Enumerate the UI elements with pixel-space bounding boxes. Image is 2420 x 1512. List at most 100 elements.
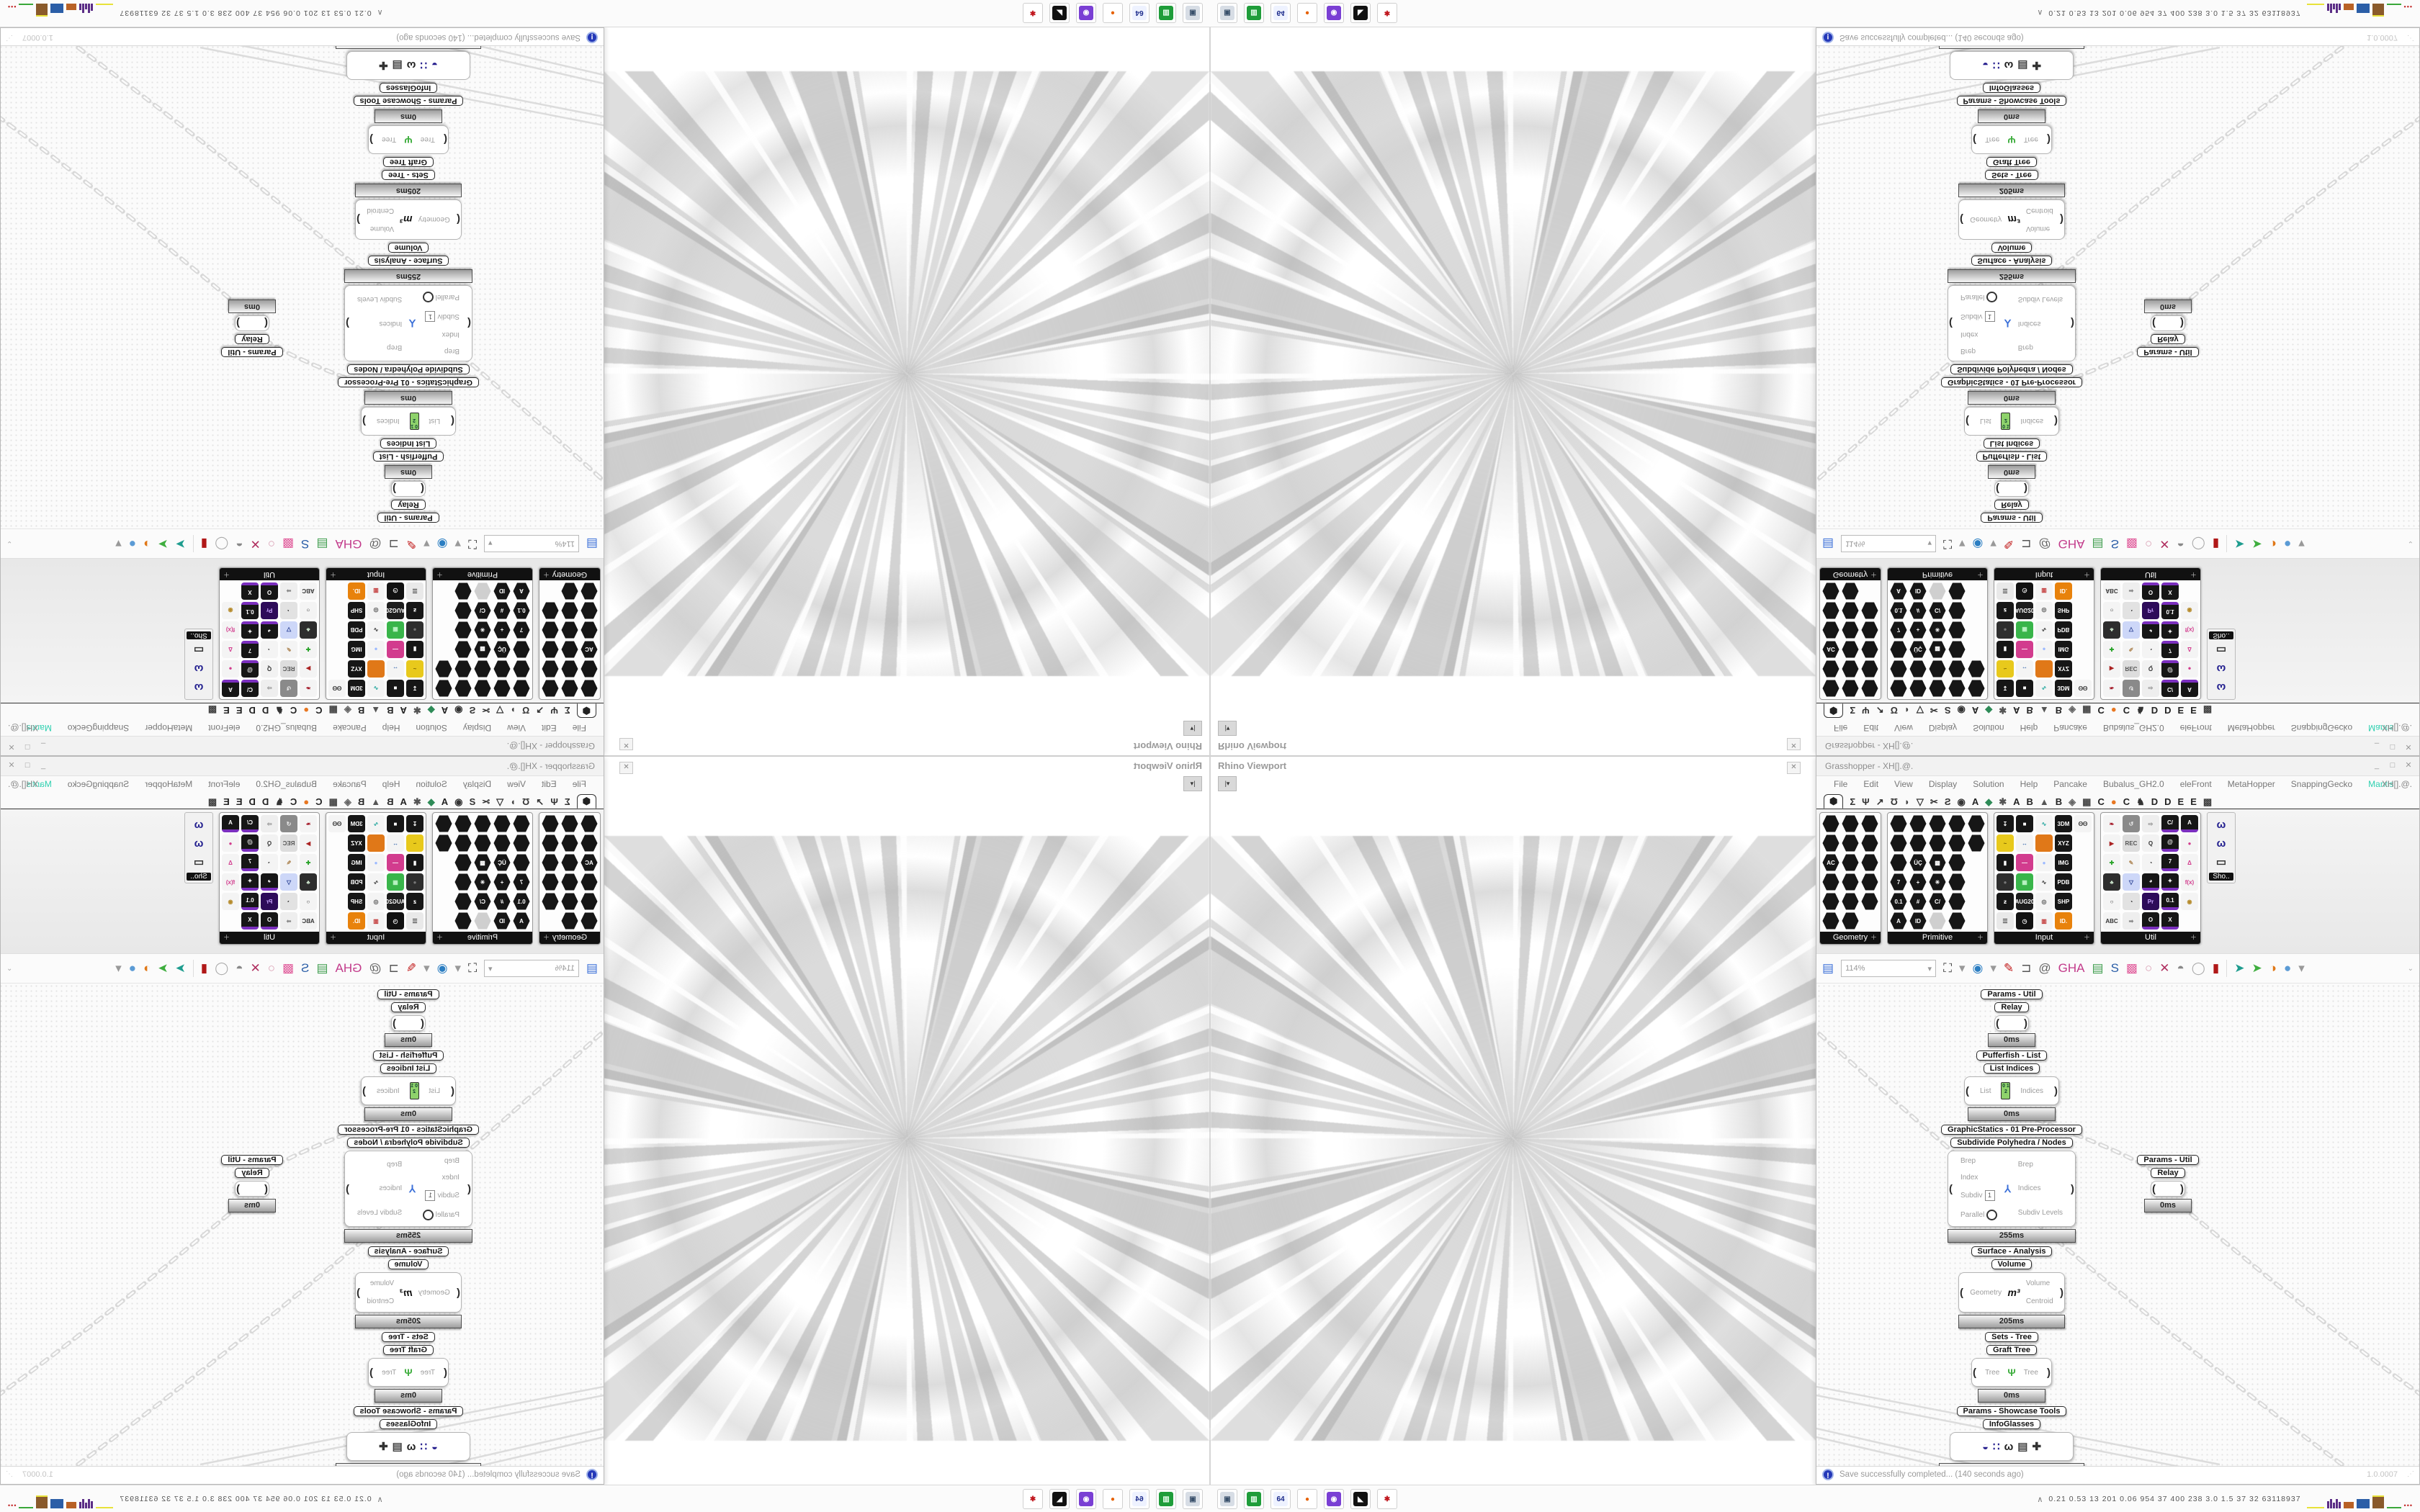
component-icon[interactable] bbox=[1948, 834, 1966, 852]
component-icon[interactable] bbox=[581, 582, 598, 600]
component-icon[interactable]: ↺ bbox=[2123, 680, 2140, 697]
component-icon[interactable]: AC bbox=[581, 854, 598, 871]
component-icon[interactable]: SHP bbox=[2055, 893, 2072, 910]
owl-app-icon[interactable]: ◉ bbox=[1076, 1489, 1096, 1509]
component-icon[interactable]: ✳ bbox=[1929, 873, 1946, 891]
input-param[interactable]: Parallel bbox=[422, 292, 460, 302]
output-param[interactable]: Centroid bbox=[367, 1297, 395, 1305]
component-icon[interactable] bbox=[1842, 912, 1859, 930]
component-icon[interactable]: ▶ bbox=[2103, 660, 2120, 678]
menu-item-snappinggecko[interactable]: SnappingGecko bbox=[2290, 779, 2353, 789]
component-node[interactable]: (Tree Ψ Tree) bbox=[1971, 1358, 2052, 1387]
component-icon[interactable]: ■ bbox=[2016, 680, 2033, 697]
zoom-level-input[interactable]: 114% ▾ bbox=[1841, 960, 1937, 977]
component-node[interactable]: (List 0 1 2 Indices) bbox=[361, 407, 456, 436]
component-icon[interactable]: ❧ bbox=[300, 680, 317, 697]
component-icon[interactable] bbox=[1909, 834, 1927, 852]
tab-glyph-9[interactable]: ◉ bbox=[454, 705, 463, 716]
pin-green-icon[interactable]: ➤ bbox=[2251, 961, 2262, 975]
component-icon[interactable]: XYZ bbox=[2055, 834, 2072, 852]
component-icon[interactable] bbox=[581, 660, 598, 678]
tab-glyph-14[interactable]: B bbox=[2026, 796, 2033, 807]
sketch-pen-icon[interactable]: ✎ bbox=[405, 537, 417, 551]
component-icon[interactable] bbox=[474, 582, 491, 600]
component-icon[interactable] bbox=[1968, 680, 1985, 697]
tab-glyph-20[interactable]: ● bbox=[2110, 796, 2117, 807]
component-icon[interactable] bbox=[561, 582, 578, 600]
grasshopper-canvas[interactable]: Params - Util Relay() 0ms Pufferfish - List… bbox=[1816, 984, 2419, 1473]
tab-glyph-19[interactable]: C bbox=[315, 705, 323, 716]
component-icon[interactable]: Δ bbox=[2181, 854, 2198, 871]
component-icon[interactable]: ∿ bbox=[367, 815, 385, 832]
tab-glyph-16[interactable]: B bbox=[357, 705, 365, 716]
palette-expand-icon[interactable]: ＋ bbox=[2083, 571, 2090, 578]
component-icon[interactable]: ◎ bbox=[2035, 602, 2053, 619]
maximize-button[interactable]: □ bbox=[2390, 742, 2396, 751]
component-icon[interactable] bbox=[1842, 680, 1859, 697]
tab-glyph-13[interactable]: A bbox=[2013, 705, 2020, 716]
tab-glyph-12[interactable]: ✱ bbox=[413, 796, 421, 807]
component-icon[interactable]: ➡ bbox=[2123, 912, 2140, 930]
component-icon[interactable] bbox=[542, 641, 559, 658]
tab-glyph-12[interactable]: ✱ bbox=[1999, 796, 2007, 807]
value-box[interactable]: 1 bbox=[1984, 311, 1995, 322]
output-param[interactable]: Volume bbox=[369, 1279, 395, 1287]
component-icon[interactable]: 0.1 bbox=[2161, 602, 2179, 619]
input-param[interactable]: Tree bbox=[420, 1368, 435, 1377]
component-icon[interactable]: Δ bbox=[222, 854, 239, 871]
component-icon[interactable]: ~ bbox=[406, 660, 424, 678]
component-icon[interactable]: SHP bbox=[2055, 602, 2072, 619]
component-icon[interactable] bbox=[1948, 621, 1966, 639]
menu-item-edit[interactable]: Edit bbox=[541, 779, 557, 789]
showcase-goggles-icon[interactable]: ▭ bbox=[2215, 856, 2227, 868]
toggle-circle-icon[interactable] bbox=[422, 292, 434, 302]
tab-glyph-4[interactable]: Ʊ bbox=[1890, 796, 1899, 807]
component-icon[interactable]: ▥ bbox=[2035, 912, 2053, 930]
component-icon[interactable] bbox=[1861, 815, 1878, 832]
component-icon[interactable] bbox=[1948, 912, 1966, 930]
component-icon[interactable]: IMG bbox=[348, 854, 365, 871]
component-icon[interactable]: ◕ bbox=[2142, 873, 2159, 891]
component-icon[interactable] bbox=[542, 873, 559, 891]
component-icon[interactable]: ▦ bbox=[2016, 621, 2033, 639]
component-icon[interactable] bbox=[542, 854, 559, 871]
component-icon[interactable] bbox=[1890, 660, 1907, 678]
search-icon[interactable]: S bbox=[2110, 961, 2119, 975]
desktop-monitor-icon[interactable]: ▣ bbox=[1217, 3, 1237, 23]
menu-item-bubalus_gh2.0[interactable]: Bubalus_GH2.0 bbox=[256, 779, 318, 789]
infoglasses-node[interactable]: ◒ ∷ ω ▤ ✚ bbox=[346, 1432, 470, 1461]
output-param[interactable]: Tree bbox=[382, 135, 397, 144]
component-icon[interactable] bbox=[1842, 854, 1859, 871]
menu-item-file[interactable]: File bbox=[572, 723, 586, 733]
showcase-goggles-icon[interactable]: ▭ bbox=[2215, 644, 2227, 656]
input-param[interactable]: List bbox=[1979, 417, 1991, 426]
component-icon[interactable]: IMG bbox=[2055, 641, 2072, 658]
component-icon[interactable]: ✦ bbox=[2161, 873, 2179, 891]
output-param[interactable]: Centroid bbox=[2025, 207, 2053, 215]
component-icon[interactable] bbox=[1929, 582, 1946, 600]
tab-glyph-22[interactable]: ♞ bbox=[2136, 705, 2145, 716]
component-icon[interactable] bbox=[581, 834, 598, 852]
preview-shaded-icon[interactable]: ▮ bbox=[200, 537, 208, 551]
preview-off-icon[interactable]: ◓ bbox=[2177, 961, 2184, 975]
relay-node[interactable]: () bbox=[2151, 315, 2185, 331]
viewport-close-button[interactable]: ✕ bbox=[1787, 762, 1801, 774]
component-icon[interactable]: REC bbox=[280, 834, 297, 852]
component-node[interactable]: (Brep Index Subdiv 1 Parallel ⅄ Brep Indices Sub… bbox=[344, 285, 472, 361]
owl-app-icon[interactable]: ◉ bbox=[1324, 3, 1344, 23]
menu-item-display[interactable]: Display bbox=[462, 779, 492, 789]
component-icon[interactable] bbox=[1822, 815, 1839, 832]
menu-item-metahopper[interactable]: MetaHopper bbox=[145, 779, 193, 789]
component-icon[interactable] bbox=[493, 660, 511, 678]
component-icon[interactable]: 3DM bbox=[2055, 680, 2072, 697]
component-icon[interactable]: ABC bbox=[300, 912, 317, 930]
component-icon[interactable] bbox=[1822, 621, 1839, 639]
relay-node[interactable]: () bbox=[1994, 481, 2029, 497]
component-icon[interactable] bbox=[1948, 873, 1966, 891]
component-icon[interactable]: ∿ bbox=[367, 621, 385, 639]
save-icon[interactable]: ▤ bbox=[1822, 961, 1834, 975]
viewport-dropdown-button[interactable]: |▾ bbox=[1218, 721, 1237, 736]
component-icon[interactable]: ☰ bbox=[406, 582, 424, 600]
tab-params[interactable]: ⬢ bbox=[576, 794, 596, 809]
export-file-icon[interactable]: ▤ bbox=[316, 961, 328, 975]
